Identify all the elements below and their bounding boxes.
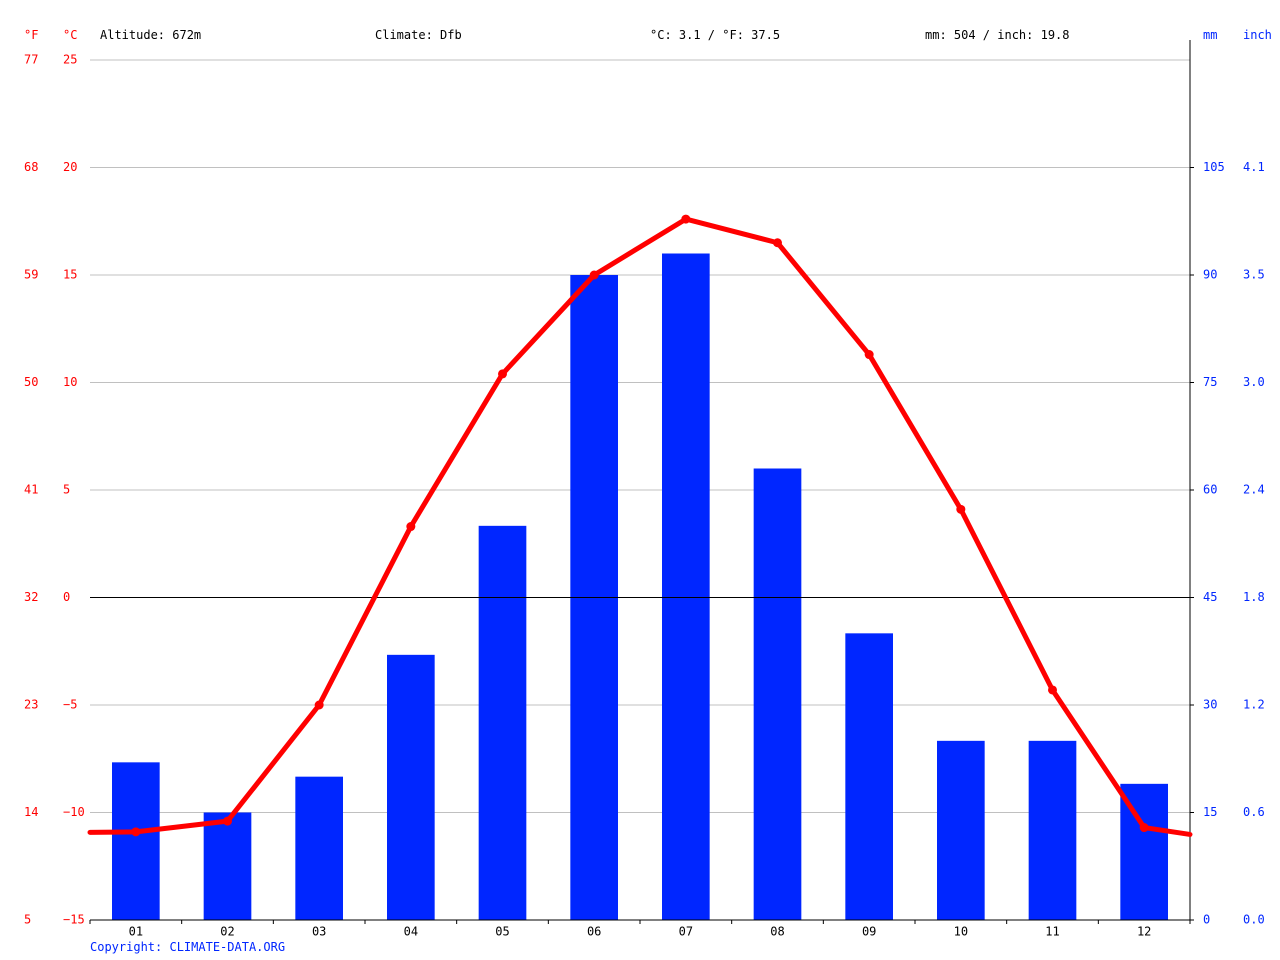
precipitation-bar-07 bbox=[662, 253, 710, 920]
mm-tick-label: 30 bbox=[1203, 698, 1217, 712]
temperature-point-07 bbox=[681, 214, 691, 224]
temperature-point-03 bbox=[314, 700, 324, 710]
month-label-03: 03 bbox=[312, 925, 326, 939]
fahrenheit-tick-label: 41 bbox=[24, 483, 38, 497]
month-label-05: 05 bbox=[495, 925, 509, 939]
average-temperature-label: °C: 3.1 / °F: 37.5 bbox=[650, 28, 781, 42]
celsius-tick-label: 5 bbox=[63, 483, 70, 497]
fahrenheit-tick-label: 14 bbox=[24, 805, 38, 819]
temperature-point-01 bbox=[131, 827, 141, 837]
month-label-01: 01 bbox=[129, 925, 143, 939]
celsius-tick-label: 15 bbox=[63, 268, 77, 282]
precipitation-bar-04 bbox=[387, 654, 435, 920]
annual-precipitation-label: mm: 504 / inch: 19.8 bbox=[925, 28, 1070, 42]
temperature-point-11 bbox=[1048, 685, 1057, 695]
mm-tick-label: 45 bbox=[1203, 590, 1217, 604]
mm-tick-label: 105 bbox=[1203, 160, 1225, 174]
celsius-tick-label: −10 bbox=[63, 805, 85, 819]
fahrenheit-unit-label: °F bbox=[24, 28, 39, 42]
fahrenheit-tick-label: 77 bbox=[24, 53, 38, 67]
precipitation-bar-02 bbox=[203, 812, 252, 920]
inch-tick-label: 0.0 bbox=[1243, 913, 1265, 927]
temperature-point-04 bbox=[406, 522, 416, 532]
grid-lines bbox=[90, 59, 1190, 813]
mm-unit-label: mm bbox=[1203, 28, 1218, 42]
precipitation-bar-11 bbox=[1028, 740, 1077, 920]
temperature-point-08 bbox=[773, 238, 782, 248]
temperature-line-path bbox=[87, 216, 1193, 837]
mm-tick-label: 75 bbox=[1203, 375, 1217, 389]
celsius-tick-label: 25 bbox=[63, 53, 77, 67]
fahrenheit-tick-label: 59 bbox=[24, 268, 38, 282]
celsius-unit-label: °C bbox=[63, 28, 78, 42]
celsius-tick-label: 0 bbox=[63, 590, 70, 604]
climate-label: Climate: Dfb bbox=[375, 28, 462, 42]
fahrenheit-tick-label: 32 bbox=[24, 590, 38, 604]
chart-axes bbox=[89, 40, 1194, 924]
inch-tick-label: 2.4 bbox=[1243, 483, 1265, 497]
celsius-tick-label: 10 bbox=[63, 375, 77, 389]
month-label-02: 02 bbox=[220, 925, 234, 939]
mm-tick-label: 0 bbox=[1203, 913, 1210, 927]
fahrenheit-tick-label: 50 bbox=[24, 375, 38, 389]
fahrenheit-tick-label: 23 bbox=[24, 698, 38, 712]
precipitation-bar-01 bbox=[112, 762, 160, 920]
temperature-point-02 bbox=[223, 816, 232, 826]
temperature-point-05 bbox=[498, 369, 507, 379]
month-label-04: 04 bbox=[404, 925, 418, 939]
temperature-point-09 bbox=[864, 350, 874, 360]
inch-unit-label: inch bbox=[1243, 28, 1272, 42]
precipitation-bar-03 bbox=[295, 776, 343, 920]
mm-tick-label: 90 bbox=[1203, 268, 1217, 282]
inch-tick-label: 3.0 bbox=[1243, 375, 1265, 389]
month-label-08: 08 bbox=[770, 925, 784, 939]
copyright-link[interactable]: Copyright: CLIMATE-DATA.ORG bbox=[90, 940, 286, 954]
altitude-label: Altitude: 672m bbox=[100, 28, 202, 42]
inch-tick-label: 0.6 bbox=[1243, 805, 1265, 819]
month-label-12: 12 bbox=[1137, 925, 1151, 939]
month-label-07: 07 bbox=[679, 925, 693, 939]
temperature-point-12 bbox=[1139, 823, 1149, 833]
month-label-10: 10 bbox=[954, 925, 968, 939]
fahrenheit-tick-label: 5 bbox=[24, 913, 31, 927]
month-label-09: 09 bbox=[862, 925, 876, 939]
precipitation-bar-08 bbox=[753, 468, 802, 920]
temperature-line bbox=[87, 214, 1193, 837]
precipitation-bar-05 bbox=[478, 525, 527, 920]
month-label-11: 11 bbox=[1045, 925, 1059, 939]
precipitation-bars bbox=[112, 253, 1168, 920]
month-label-06: 06 bbox=[587, 925, 601, 939]
celsius-tick-label: −15 bbox=[63, 913, 85, 927]
celsius-tick-label: −5 bbox=[63, 698, 77, 712]
inch-tick-label: 3.5 bbox=[1243, 268, 1265, 282]
fahrenheit-tick-label: 68 bbox=[24, 160, 38, 174]
mm-tick-label: 60 bbox=[1203, 483, 1217, 497]
inch-tick-label: 4.1 bbox=[1243, 160, 1265, 174]
mm-tick-label: 15 bbox=[1203, 805, 1217, 819]
inch-tick-label: 1.8 bbox=[1243, 590, 1265, 604]
temperature-point-10 bbox=[956, 504, 966, 514]
celsius-tick-label: 20 bbox=[63, 160, 77, 174]
precipitation-bar-09 bbox=[845, 633, 893, 920]
precipitation-bar-10 bbox=[937, 740, 985, 920]
temperature-point-06 bbox=[589, 270, 599, 280]
inch-tick-label: 1.2 bbox=[1243, 698, 1265, 712]
